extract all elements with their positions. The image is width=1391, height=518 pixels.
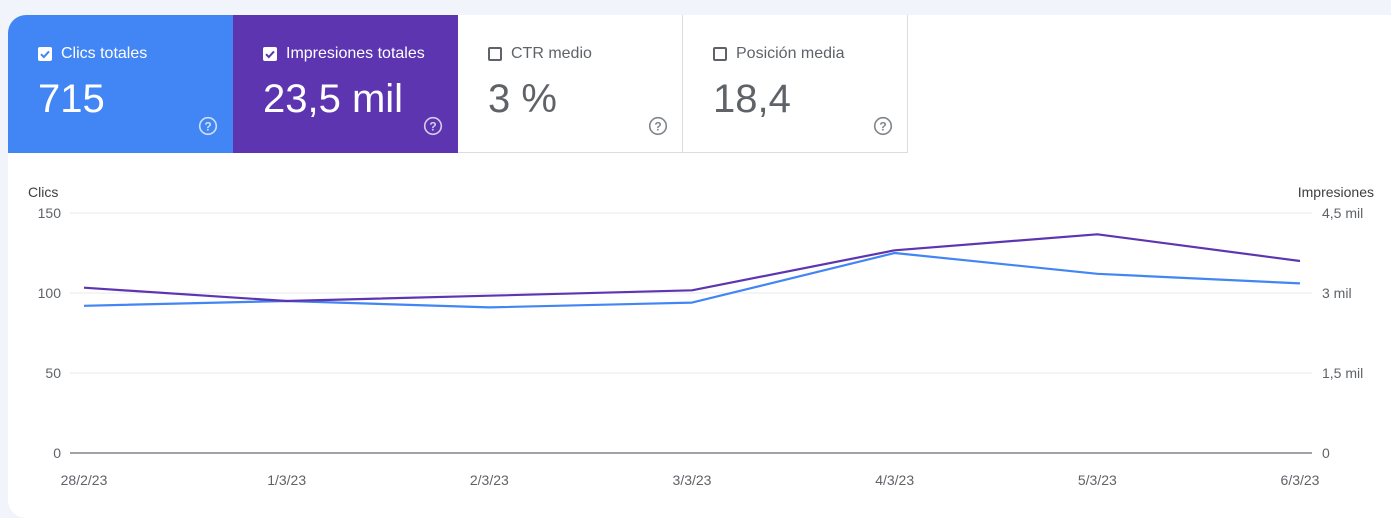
metric-tile-impressions[interactable]: Impresiones totales 23,5 mil ? (233, 15, 458, 153)
left-tick-label: 100 (38, 285, 62, 301)
metric-value: 3 % (488, 77, 557, 121)
x-tick-label: 4/3/23 (875, 472, 914, 488)
checkbox-unchecked-icon[interactable] (488, 47, 502, 61)
help-circle-icon[interactable]: ? (873, 116, 893, 136)
x-tick-label: 3/3/23 (673, 472, 712, 488)
x-tick-label: 28/2/23 (61, 472, 108, 488)
left-tick-label: 50 (45, 365, 61, 381)
right-tick-label: 3 mil (1322, 285, 1352, 301)
metric-value: 715 (38, 77, 105, 121)
help-circle-icon[interactable]: ? (198, 116, 218, 136)
performance-card: Clics totales 715 ? Impresiones totales … (8, 15, 1391, 518)
svg-text:?: ? (204, 119, 211, 133)
help-circle-icon[interactable]: ? (423, 116, 443, 136)
checkbox-checked-icon[interactable] (38, 47, 52, 61)
right-tick-label: 1,5 mil (1322, 365, 1363, 381)
svg-text:?: ? (879, 119, 886, 133)
right-tick-label: 0 (1322, 445, 1330, 461)
x-tick-label: 6/3/23 (1281, 472, 1320, 488)
x-tick-label: 1/3/23 (267, 472, 306, 488)
left-axis-label: Clics (28, 184, 58, 200)
help-circle-icon[interactable]: ? (648, 116, 668, 136)
left-tick-label: 150 (38, 205, 62, 221)
metric-value: 18,4 (713, 77, 791, 121)
series-line-impresiones (83, 233, 1301, 303)
metric-tiles: Clics totales 715 ? Impresiones totales … (8, 15, 908, 153)
left-tick-label: 0 (53, 445, 61, 461)
right-axis-label: Impresiones (1298, 184, 1374, 200)
checkbox-checked-icon[interactable] (263, 47, 277, 61)
metric-tile-ctr[interactable]: CTR medio 3 % ? (458, 15, 683, 153)
right-tick-label: 4,5 mil (1322, 205, 1363, 221)
metric-value: 23,5 mil (263, 77, 404, 121)
checkbox-unchecked-icon[interactable] (713, 47, 727, 61)
metric-tile-position[interactable]: Posición media 18,4 ? (683, 15, 908, 153)
performance-line-chart: Clics Impresiones 0 50 100 150 0 1,5 mil 3 mil… (28, 184, 1374, 488)
x-tick-label: 2/3/23 (470, 472, 509, 488)
x-tick-label: 5/3/23 (1078, 472, 1117, 488)
svg-text:?: ? (429, 119, 436, 133)
metric-tile-clicks[interactable]: Clics totales 715 ? (8, 15, 233, 153)
svg-text:?: ? (654, 119, 661, 133)
